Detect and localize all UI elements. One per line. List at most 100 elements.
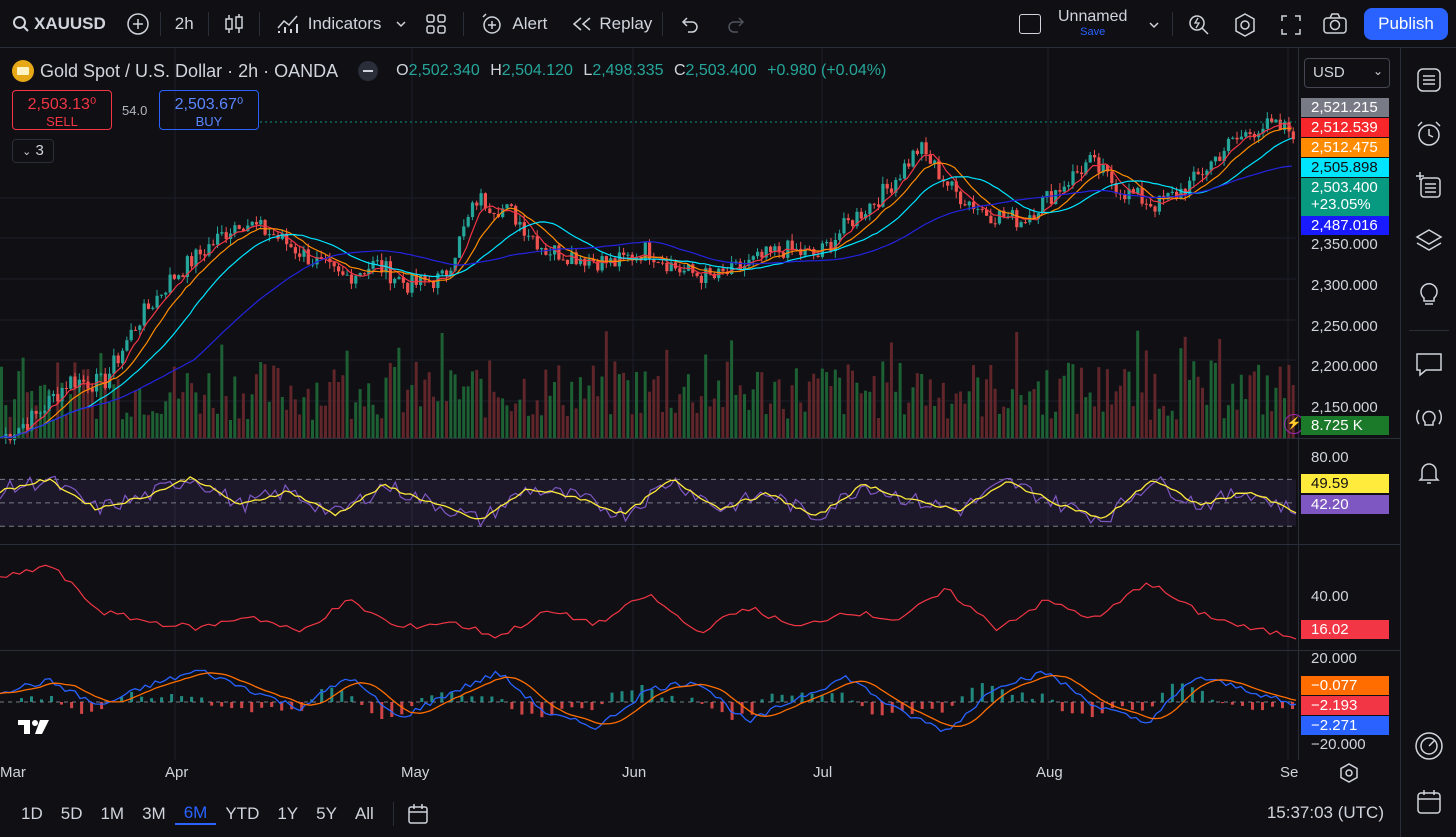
volume-bar xyxy=(319,405,323,438)
volume-bar xyxy=(1049,418,1053,438)
indicator-count: 3 xyxy=(35,142,44,159)
candle-body xyxy=(656,262,660,264)
macd-histogram-bar xyxy=(180,696,184,702)
volume-bar xyxy=(751,389,755,438)
macd-histogram-bar xyxy=(420,698,424,702)
pane-divider[interactable] xyxy=(0,544,1400,545)
chat-icon xyxy=(1416,353,1442,377)
camera-icon[interactable] xyxy=(1322,12,1348,36)
settings-icon[interactable] xyxy=(1232,12,1258,38)
range-6m[interactable]: 6M xyxy=(174,803,217,825)
volume-bar xyxy=(1010,389,1014,438)
volume-bar xyxy=(656,376,660,438)
macd-histogram-bar xyxy=(920,702,924,709)
indicators-dropdown[interactable] xyxy=(387,0,415,48)
redo-button[interactable] xyxy=(713,0,761,48)
chat-button[interactable] xyxy=(1413,348,1445,380)
fullscreen-icon[interactable] xyxy=(1280,14,1302,36)
bottom-toolbar: 1D 5D 1M 3M 6M YTD 1Y 5Y All 15:37:03 (U… xyxy=(0,790,1400,837)
notifications-button[interactable] xyxy=(1413,456,1445,488)
legend-toggle[interactable] xyxy=(358,61,379,81)
object-tree-button[interactable] xyxy=(1413,170,1445,202)
volume-bar xyxy=(596,396,600,438)
macd-histogram-bar xyxy=(430,695,434,702)
clock[interactable]: 15:37:03 (UTC) xyxy=(1266,803,1384,822)
volume-bar xyxy=(1274,387,1278,438)
go-to-date-icon[interactable] xyxy=(406,802,430,826)
candle-body xyxy=(734,261,738,263)
templates-button[interactable] xyxy=(415,0,463,48)
interval-button[interactable]: 2h xyxy=(174,13,194,33)
candle-body xyxy=(760,251,764,258)
volume-bar xyxy=(911,387,915,438)
indicators-collapse-button[interactable]: ⌄ 3 xyxy=(12,139,54,163)
price-axis-tick: 2,250.000 xyxy=(1311,318,1378,335)
alerts-button[interactable] xyxy=(1413,118,1445,150)
volume-bar xyxy=(518,399,522,438)
volume-bar xyxy=(380,418,384,438)
replay-label: Replay xyxy=(599,13,653,33)
undo-button[interactable] xyxy=(663,0,713,48)
layout-checkbox[interactable] xyxy=(1019,14,1041,34)
compare-button[interactable] xyxy=(116,0,160,48)
tradingview-logo-icon[interactable] xyxy=(16,716,54,738)
buy-button[interactable]: 2,503.67⁰ BUY xyxy=(159,90,259,130)
chart-area[interactable] xyxy=(0,48,1400,788)
symbol-search[interactable]: XAUUSD xyxy=(0,0,116,48)
pane-divider[interactable] xyxy=(0,438,1400,439)
candle-body xyxy=(1088,155,1092,163)
macd-histogram-bar xyxy=(510,702,514,710)
volume-bar xyxy=(60,382,64,438)
indicators-button[interactable]: Indicators xyxy=(260,0,388,48)
candle-body xyxy=(1110,171,1114,184)
volume-bar xyxy=(371,404,375,438)
currency-select[interactable]: USD ⌄ xyxy=(1304,58,1390,88)
candle-body xyxy=(337,266,341,272)
volume-bar xyxy=(648,391,651,438)
macd-histogram-bar xyxy=(210,702,214,706)
candle-body xyxy=(946,181,950,186)
candle-body xyxy=(358,273,362,276)
replay-button[interactable]: Replay xyxy=(557,0,662,48)
range-ytd[interactable]: YTD xyxy=(225,803,260,823)
pane-divider[interactable] xyxy=(0,650,1400,651)
candle-body xyxy=(1213,156,1218,162)
volume-bar xyxy=(1075,413,1079,438)
chevron-down-icon[interactable] xyxy=(1148,19,1160,31)
price-label-ema-mid: 2,512.475 xyxy=(1301,138,1389,157)
layers-button[interactable] xyxy=(1413,224,1445,256)
candle-body xyxy=(777,246,781,253)
chart-type-button[interactable] xyxy=(209,0,259,48)
candle-body xyxy=(306,249,310,265)
streams-button[interactable] xyxy=(1413,402,1445,434)
volume-bar xyxy=(354,402,358,438)
candle-body xyxy=(691,264,695,273)
divider xyxy=(258,11,260,36)
layout-menu[interactable]: Unnamed Save xyxy=(1058,8,1127,38)
calendar-button[interactable] xyxy=(1413,786,1445,818)
range-1d[interactable]: 1D xyxy=(21,803,43,823)
publish-button[interactable]: Publish xyxy=(1364,8,1448,40)
volume-bar xyxy=(1291,385,1295,438)
macd-histogram-bar xyxy=(600,702,604,705)
range-5y[interactable]: 5Y xyxy=(316,803,337,823)
moving-average-line xyxy=(0,165,1292,439)
adx-pane xyxy=(0,564,1297,640)
ideas-button[interactable] xyxy=(1413,278,1445,310)
watchlist-button[interactable] xyxy=(1413,64,1445,96)
range-1m[interactable]: 1M xyxy=(100,803,125,823)
range-1y[interactable]: 1Y xyxy=(277,803,299,823)
help-button[interactable] xyxy=(1413,730,1445,762)
candle-body xyxy=(211,244,215,246)
axis-settings-icon[interactable] xyxy=(1338,762,1360,784)
sell-button[interactable]: 2,503.13⁰ SELL xyxy=(12,90,112,130)
range-3m[interactable]: 3M xyxy=(142,803,166,823)
chart-canvas[interactable] xyxy=(0,48,1400,788)
alert-button[interactable]: Alert xyxy=(464,0,557,48)
list-icon xyxy=(1417,68,1441,92)
quick-search-icon[interactable] xyxy=(1186,12,1212,38)
range-5d[interactable]: 5D xyxy=(60,803,83,823)
candle-body xyxy=(1080,172,1084,175)
volume-label: 8.725 K xyxy=(1301,416,1389,435)
range-all[interactable]: All xyxy=(354,803,374,823)
